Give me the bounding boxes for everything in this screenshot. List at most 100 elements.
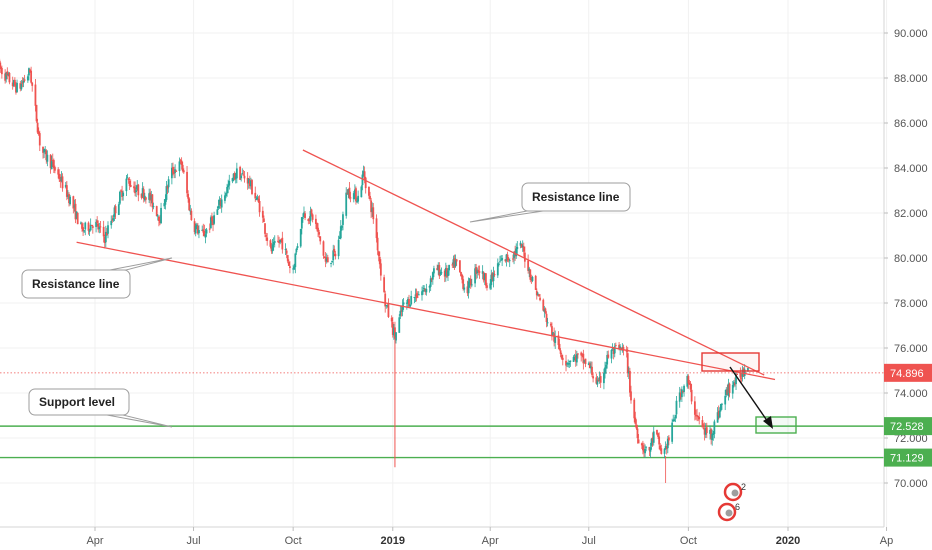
candle-body	[203, 230, 206, 237]
y-tick-label: 70.000	[894, 478, 928, 490]
candle-body	[666, 438, 669, 449]
candle-body	[728, 383, 731, 393]
candle-body	[278, 241, 280, 243]
candle-body	[194, 225, 197, 234]
candle-body	[644, 449, 646, 454]
candle-body	[258, 200, 261, 213]
x-tick-label: 2020	[776, 535, 800, 547]
candle-body	[709, 429, 711, 434]
candle-body	[352, 193, 355, 200]
event-badge-icon[interactable]: 6	[717, 502, 740, 522]
event-badge-count: 2	[741, 482, 746, 492]
candle-body	[164, 199, 167, 205]
candle-body	[195, 224, 198, 228]
candle-body	[12, 80, 15, 86]
candle-body	[121, 190, 123, 197]
candle-body	[140, 193, 143, 198]
candle-body	[360, 186, 363, 198]
candle-body	[531, 276, 534, 281]
candle-body	[544, 308, 547, 313]
event-badge-icon[interactable]: 2	[723, 482, 746, 502]
candle-body	[213, 215, 216, 224]
candle-body	[284, 249, 287, 251]
candle-body	[363, 171, 366, 180]
candle-body	[637, 439, 640, 444]
candle-body	[60, 176, 63, 182]
candle-body	[212, 220, 214, 225]
candle-body	[104, 231, 107, 243]
candle-body	[87, 222, 90, 231]
candle-body	[493, 274, 496, 276]
candle-body	[353, 189, 356, 194]
candle-body	[261, 210, 264, 218]
price-marker-badge[interactable]: 71.129	[884, 448, 932, 467]
candle-body	[198, 230, 200, 234]
y-tick-label: 76.000	[894, 343, 928, 355]
resistance-trend-line[interactable]	[302, 149, 765, 376]
candle-body	[120, 190, 122, 192]
candle-body	[438, 265, 441, 277]
candle-body	[407, 298, 409, 304]
candle-body	[698, 416, 701, 420]
x-tick-label: Jul	[187, 535, 201, 547]
candle-body	[285, 250, 288, 254]
x-tick-label: 2019	[381, 535, 405, 547]
candle-body	[65, 185, 68, 197]
candle-body	[216, 209, 219, 215]
event-logo-icon[interactable]: 26	[717, 482, 746, 522]
candle-body	[196, 225, 199, 234]
candle-body	[424, 288, 427, 292]
forecast-arrow-line[interactable]	[729, 366, 769, 423]
candle-body	[726, 389, 729, 395]
candle-body	[375, 218, 378, 239]
candle-body	[82, 227, 84, 232]
y-tick-label: 82.000	[894, 208, 928, 220]
candle-body	[325, 258, 328, 262]
candle-body	[314, 218, 317, 224]
candle-body	[201, 229, 204, 231]
candle-body	[114, 206, 117, 214]
candle-body	[583, 360, 586, 363]
candle-body	[614, 345, 617, 347]
candle-body	[156, 215, 159, 217]
breakout-zone-box[interactable]	[701, 352, 760, 372]
candle-body	[52, 160, 55, 169]
candle-body	[672, 420, 675, 422]
price-markers[interactable]: 74.896 72.528 71.129	[884, 363, 932, 467]
candle-body	[539, 297, 541, 301]
price-marker-badge[interactable]: 72.528	[884, 417, 932, 436]
candle-body	[28, 68, 30, 76]
candle-body	[598, 377, 601, 381]
resistance-trend-line[interactable]	[76, 241, 776, 381]
candle-body	[239, 166, 241, 180]
callout-resistance-lower[interactable]: Resistance line	[21, 257, 173, 299]
candle-body	[134, 187, 136, 194]
candle-body	[302, 217, 304, 219]
candle-body	[671, 422, 674, 442]
candle-body	[293, 266, 296, 270]
candle-body	[377, 251, 380, 256]
candle-body	[178, 161, 181, 172]
candle-body	[546, 322, 549, 324]
price-marker-badge[interactable]: 74.896	[884, 363, 932, 382]
candle-body	[385, 305, 388, 307]
callout-resistance-upper[interactable]: Resistance line	[469, 182, 631, 223]
candle-body	[580, 352, 583, 356]
candle-body	[489, 283, 492, 289]
candle-body	[697, 415, 700, 418]
candle-body	[143, 195, 146, 201]
candle-body	[567, 363, 570, 365]
target-zone-box[interactable]	[755, 416, 797, 434]
candle-body	[304, 213, 306, 219]
candle-body	[724, 395, 727, 405]
candle-body	[453, 258, 456, 268]
candle-body	[536, 293, 539, 295]
callout-support-level[interactable]: Support level	[28, 388, 173, 428]
x-tick-label: Apr	[482, 535, 499, 547]
candle-body	[271, 244, 274, 252]
candle-body	[73, 205, 76, 208]
candle-body	[22, 80, 25, 83]
candle-body	[300, 217, 303, 229]
candle-body	[272, 242, 275, 245]
candle-body	[727, 383, 730, 397]
